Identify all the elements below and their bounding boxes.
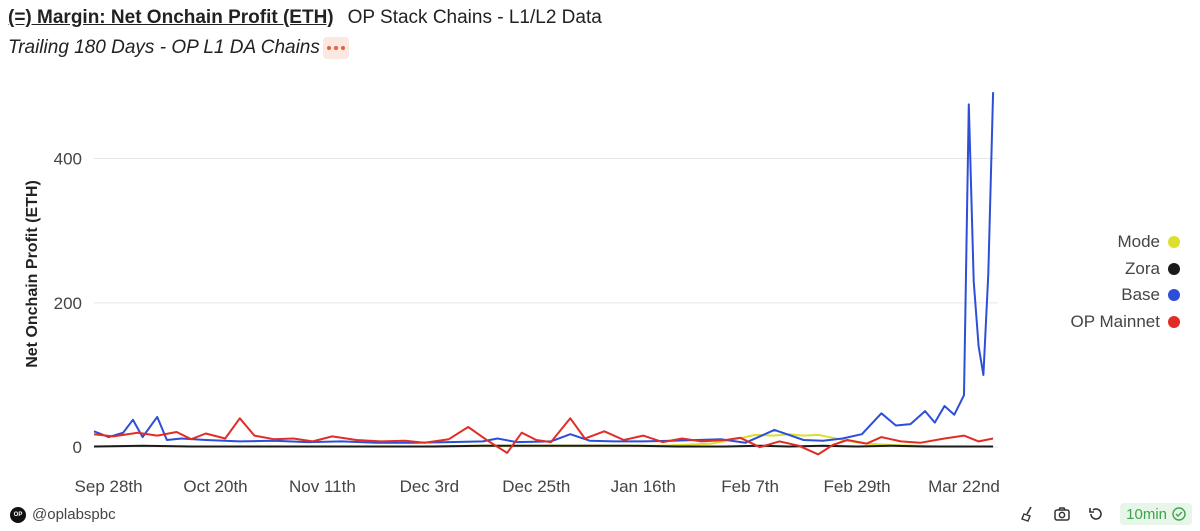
op-logo-icon: OP — [10, 506, 26, 523]
check-circle-icon — [1172, 507, 1186, 521]
legend-label: OP Mainnet — [1070, 311, 1160, 331]
title-row: (=) Margin: Net Onchain Profit (ETH) OP … — [8, 7, 1192, 29]
more-icon[interactable] — [322, 37, 349, 59]
y-tick-label: 0 — [73, 438, 82, 457]
x-tick-label: Dec 3rd — [400, 477, 460, 496]
y-tick-label: 400 — [54, 150, 82, 169]
legend-swatch — [1168, 315, 1180, 328]
x-tick-label: Dec 25th — [502, 477, 570, 496]
source-title: OP Stack Chains - L1/L2 Data — [347, 7, 602, 28]
footer-bar: OP @oplabspbc 10min — [0, 501, 1200, 531]
legend-item-op-mainnet[interactable]: OP Mainnet — [1071, 309, 1180, 336]
legend-item-base[interactable]: Base — [1071, 282, 1180, 309]
legend-label: Mode — [1117, 232, 1160, 252]
x-tick-label: Nov 11th — [289, 477, 356, 496]
x-tick-label: Jan 16th — [611, 477, 676, 496]
y-tick-label: 200 — [54, 294, 82, 313]
broom-icon[interactable] — [1018, 504, 1038, 524]
subtitle-row: Trailing 180 Days - OP L1 DA Chains — [8, 37, 1192, 59]
legend-swatch — [1168, 262, 1180, 275]
x-tick-label: Mar 22nd — [928, 477, 1000, 496]
legend-label: Base — [1121, 285, 1160, 305]
camera-icon[interactable] — [1052, 504, 1072, 524]
chart-legend: Mode Zora Base OP Mainnet — [1071, 229, 1180, 335]
legend-swatch — [1168, 289, 1180, 302]
chart-subtitle: Trailing 180 Days - OP L1 DA Chains — [8, 37, 320, 58]
legend-label: Zora — [1125, 258, 1160, 278]
x-tick-label: Oct 20th — [183, 477, 247, 496]
x-tick-label: Feb 7th — [721, 477, 779, 496]
author-name[interactable]: @oplabspbc — [32, 506, 116, 523]
legend-swatch — [1168, 236, 1180, 249]
chart-title-link[interactable]: (=) Margin: Net Onchain Profit (ETH) — [8, 7, 334, 28]
x-tick-label: Feb 29th — [823, 477, 890, 496]
refresh-badge[interactable]: 10min — [1120, 503, 1192, 525]
chart-header: (=) Margin: Net Onchain Profit (ETH) OP … — [8, 7, 1192, 59]
author-brand[interactable]: OP @oplabspbc — [10, 506, 116, 523]
series-line-op-mainnet — [93, 417, 994, 456]
legend-item-zora[interactable]: Zora — [1071, 256, 1180, 283]
series-line-base — [93, 92, 995, 444]
y-axis-label: Net Onchain Profit (ETH) — [24, 180, 41, 368]
legend-item-mode[interactable]: Mode — [1071, 229, 1180, 256]
series-line-zora — [93, 444, 994, 448]
undo-icon[interactable] — [1086, 504, 1106, 524]
x-tick-label: Sep 28th — [75, 477, 143, 496]
toolbar: 10min — [1018, 503, 1192, 525]
refresh-label: 10min — [1126, 505, 1167, 523]
